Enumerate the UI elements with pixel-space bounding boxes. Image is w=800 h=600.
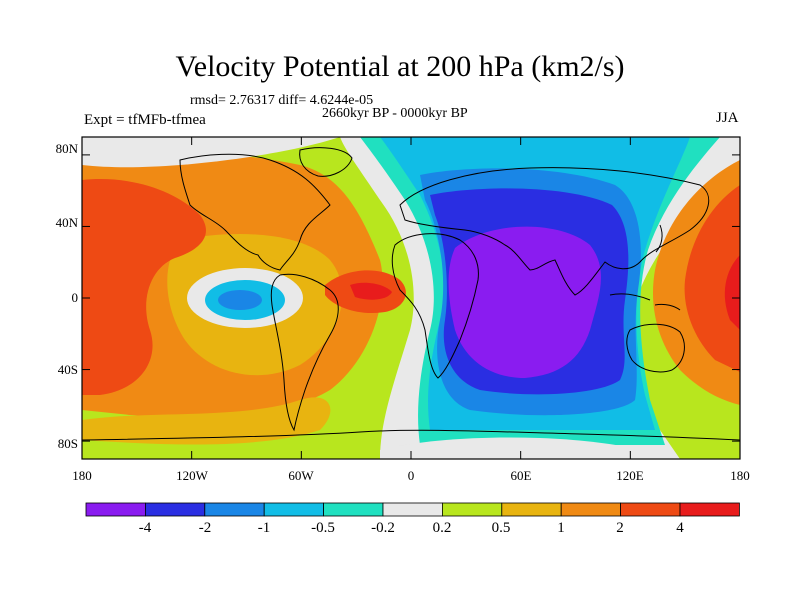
colorbar-swatch — [144, 502, 206, 517]
colorbar-swatch — [441, 502, 503, 517]
colorbar-swatch — [560, 502, 622, 517]
lat-tick-label: 0 — [71, 290, 79, 305]
colorbar-label: 4 — [676, 520, 684, 536]
colorbar-label: -0.2 — [371, 520, 395, 536]
colorbar-label: -0.5 — [311, 520, 335, 536]
colorbar-label: 2 — [616, 520, 624, 536]
coastlines — [82, 147, 740, 441]
colorbar-label: 1 — [557, 520, 565, 536]
coast-africa — [391, 233, 479, 379]
colorbar-swatch — [620, 502, 681, 517]
coast-south-america — [270, 273, 339, 432]
lon-tick-label: 180 — [730, 468, 750, 483]
positive-region-yellow-2 — [82, 397, 331, 445]
lon-tick-label: 60W — [288, 468, 314, 483]
colorbar-swatch — [501, 502, 562, 517]
colorbar-swatch — [323, 502, 384, 517]
colorbar — [85, 502, 740, 517]
lon-tick-label: 180 — [72, 468, 92, 483]
season-label: JJA — [716, 110, 739, 126]
polar-band-north — [82, 137, 340, 168]
lat-tick-label: 80N — [55, 141, 78, 156]
lon-tick-label: 120E — [616, 468, 644, 483]
colorbar-label: 0.5 — [491, 520, 511, 536]
colorbar-swatch — [263, 502, 325, 517]
coast-japan — [655, 224, 663, 253]
lat-tick-label: 80S — [57, 436, 78, 451]
colorbar-label: 0.2 — [432, 520, 452, 536]
coast-eurasia — [399, 167, 710, 296]
colorbar-label: -4 — [138, 520, 152, 536]
coast-greenland — [299, 147, 353, 177]
polar-band-south — [380, 437, 680, 459]
positive-region-wpac-red — [684, 185, 740, 372]
colorbar-swatch — [85, 502, 146, 517]
coast-indonesia — [609, 293, 681, 311]
coast-australia — [626, 323, 685, 373]
colorbar-swatch — [679, 502, 740, 517]
axis-ticks — [81, 137, 741, 459]
period-text: 2660kyr BP - 0000kyr BP — [322, 106, 468, 121]
coast-north-america — [179, 153, 331, 271]
experiment-label: Expt = tfMFb-tfmea — [84, 112, 206, 128]
lon-tick-label: 60E — [510, 468, 532, 483]
lon-tick-label: 0 — [407, 468, 415, 483]
lat-tick-label: 40S — [57, 362, 78, 377]
colorbar-label: -1 — [257, 520, 271, 536]
positive-region-red-west — [82, 179, 206, 395]
lat-tick-label: 40N — [55, 215, 78, 230]
negative-region-purple — [448, 226, 601, 378]
colorbar-swatch — [204, 502, 265, 517]
lon-tick-label: 120W — [176, 468, 208, 483]
colorbar-swatch — [382, 502, 443, 517]
stats-text: rmsd= 2.76317 diff= 4.6244e-05 — [190, 93, 374, 108]
colorbar-label: -2 — [198, 520, 212, 536]
coast-antarctica — [82, 429, 740, 441]
contour-field — [82, 137, 740, 459]
positive-region-red-core — [350, 282, 392, 300]
negative-blob-blue — [218, 290, 262, 310]
figure-title: Velocity Potential at 200 hPa (km2/s) — [175, 50, 625, 83]
positive-region-wpac-core — [724, 255, 740, 330]
